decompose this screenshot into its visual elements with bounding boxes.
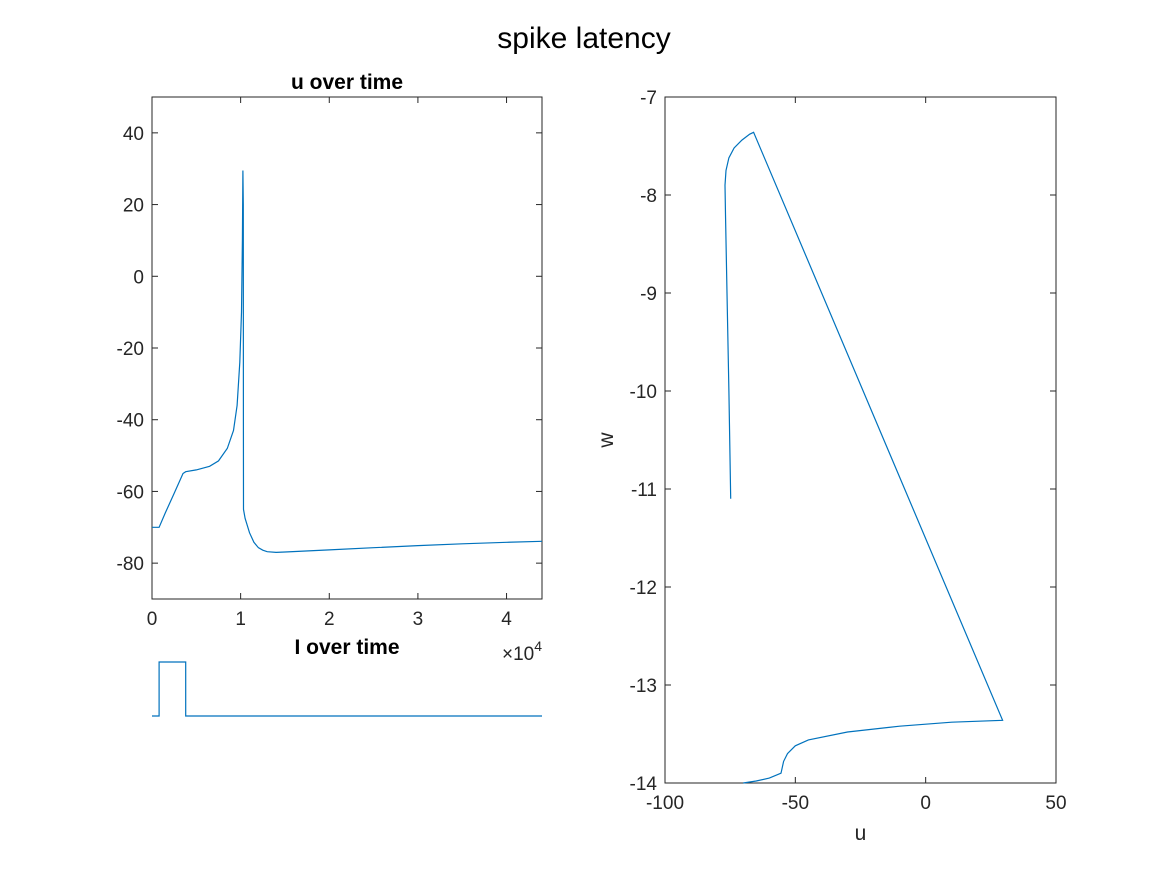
series-line — [152, 661, 542, 717]
axes-title: I over time — [294, 636, 399, 659]
y-tick-label: -14 — [630, 774, 658, 795]
y-tick-label: 20 — [123, 196, 144, 217]
u-over-time-axes: 0 1 2 3 4 -80 -60 -40 -20 0 20 40 ×104 u over time — [117, 71, 543, 665]
y-tick-label: -20 — [117, 339, 144, 360]
y-tick-label: -7 — [640, 88, 657, 109]
y-tick-label: -10 — [630, 382, 657, 403]
x-tick-label: 50 — [1045, 793, 1066, 814]
x-tick-label: 0 — [920, 793, 931, 814]
x-tick-label: 0 — [147, 609, 158, 630]
series-line — [152, 170, 543, 554]
y-tick-label: 0 — [133, 267, 144, 288]
y-tick-label: -11 — [631, 480, 657, 501]
y-axis-label: w — [595, 432, 618, 449]
series-line — [724, 131, 1004, 784]
i-over-time-axes: I over time — [152, 636, 542, 717]
x-axis-label: u — [855, 822, 867, 845]
x-tick-label: 3 — [413, 609, 424, 630]
x-tick-label: -100 — [646, 793, 684, 814]
axes-frame — [151, 96, 543, 600]
y-tick-label: 40 — [123, 124, 144, 145]
axes-frame — [664, 96, 1057, 784]
x-tick-label: 4 — [501, 609, 512, 630]
axes-title: u over time — [291, 71, 403, 94]
y-tick-label: -60 — [117, 482, 144, 503]
y-tick-label: -40 — [117, 411, 144, 432]
y-tick-label: -80 — [117, 554, 144, 575]
x-tick-label: -50 — [782, 793, 809, 814]
y-tick-label: -9 — [640, 284, 657, 305]
x-exponent-label: ×104 — [502, 638, 542, 665]
x-tick-label: 1 — [235, 609, 246, 630]
y-tick-label: -12 — [630, 578, 657, 599]
x-tick-label: 2 — [324, 609, 335, 630]
y-tick-label: -8 — [640, 186, 657, 207]
y-tick-label: -13 — [630, 676, 657, 697]
phase-plane-axes: -100 -50 0 50 -14 -13 -12 -11 -10 -9 -8 -7 u w — [595, 88, 1067, 845]
figure-title: spike latency — [497, 22, 670, 55]
